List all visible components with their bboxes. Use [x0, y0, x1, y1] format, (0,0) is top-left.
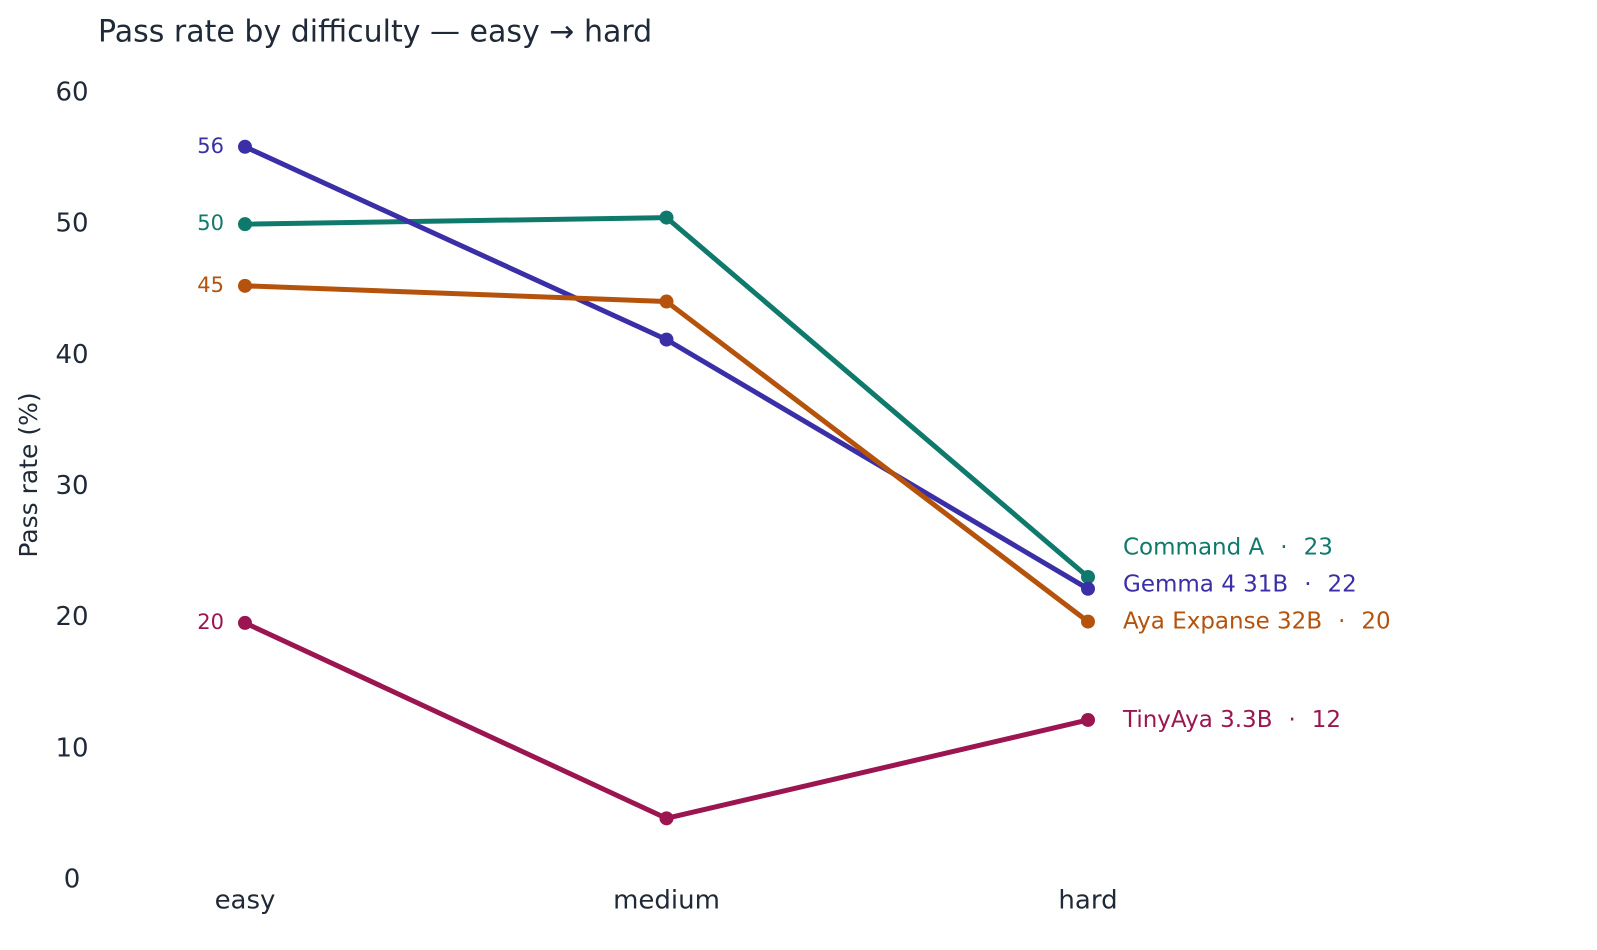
point [659, 294, 674, 309]
point [1081, 712, 1095, 727]
x-tick-label: easy [215, 886, 276, 916]
series-line [243, 620, 1089, 821]
legend-entry: Gemma 4 31B [1123, 571, 1288, 597]
separator: · [1288, 706, 1295, 732]
end-label: Gemma 4 31B · 22 [1123, 571, 1357, 597]
value-label: 45 [197, 273, 224, 297]
x-tick-label: hard [1058, 886, 1117, 916]
x-tick-label: medium [613, 886, 720, 916]
end-label: Aya Expanse 32B · 20 [1123, 608, 1391, 634]
point [659, 811, 674, 826]
y-tick-label: 30 [55, 471, 88, 501]
point [1081, 614, 1095, 629]
separator: · [1304, 571, 1311, 597]
y-tick-label: 60 [55, 78, 88, 108]
end-label: Command A · 23 [1123, 534, 1333, 560]
y-tick-label: 0 [64, 865, 81, 895]
y-tick-label: 10 [55, 733, 88, 763]
end-label: TinyAya 3.3B · 12 [1122, 706, 1341, 732]
point [1081, 570, 1095, 585]
point [238, 217, 252, 232]
point [238, 278, 252, 293]
y-tick-label: 40 [55, 340, 88, 370]
value-label: 12 [1312, 706, 1341, 732]
point [659, 332, 674, 347]
value-label: 23 [1304, 534, 1333, 560]
y-tick-label: 20 [55, 602, 88, 632]
separator: · [1280, 534, 1287, 560]
y-tick-label: 50 [55, 209, 88, 239]
point [1081, 581, 1095, 596]
value-label: 20 [1361, 608, 1390, 634]
chart-title: Pass rate by difficulty — easy → hard [98, 15, 652, 50]
y-axis-label: Pass rate (%) [14, 392, 43, 557]
point [659, 210, 674, 225]
point [238, 139, 252, 154]
legend-entry: Aya Expanse 32B [1123, 608, 1322, 634]
value-label: 50 [197, 211, 224, 235]
value-label: 56 [197, 134, 224, 158]
value-label: 20 [197, 610, 224, 634]
legend-entry: Command A [1123, 534, 1265, 560]
point [238, 615, 252, 630]
legend-entry: TinyAya 3.3B [1122, 706, 1272, 732]
separator: · [1338, 608, 1345, 634]
value-label: 22 [1328, 571, 1357, 597]
